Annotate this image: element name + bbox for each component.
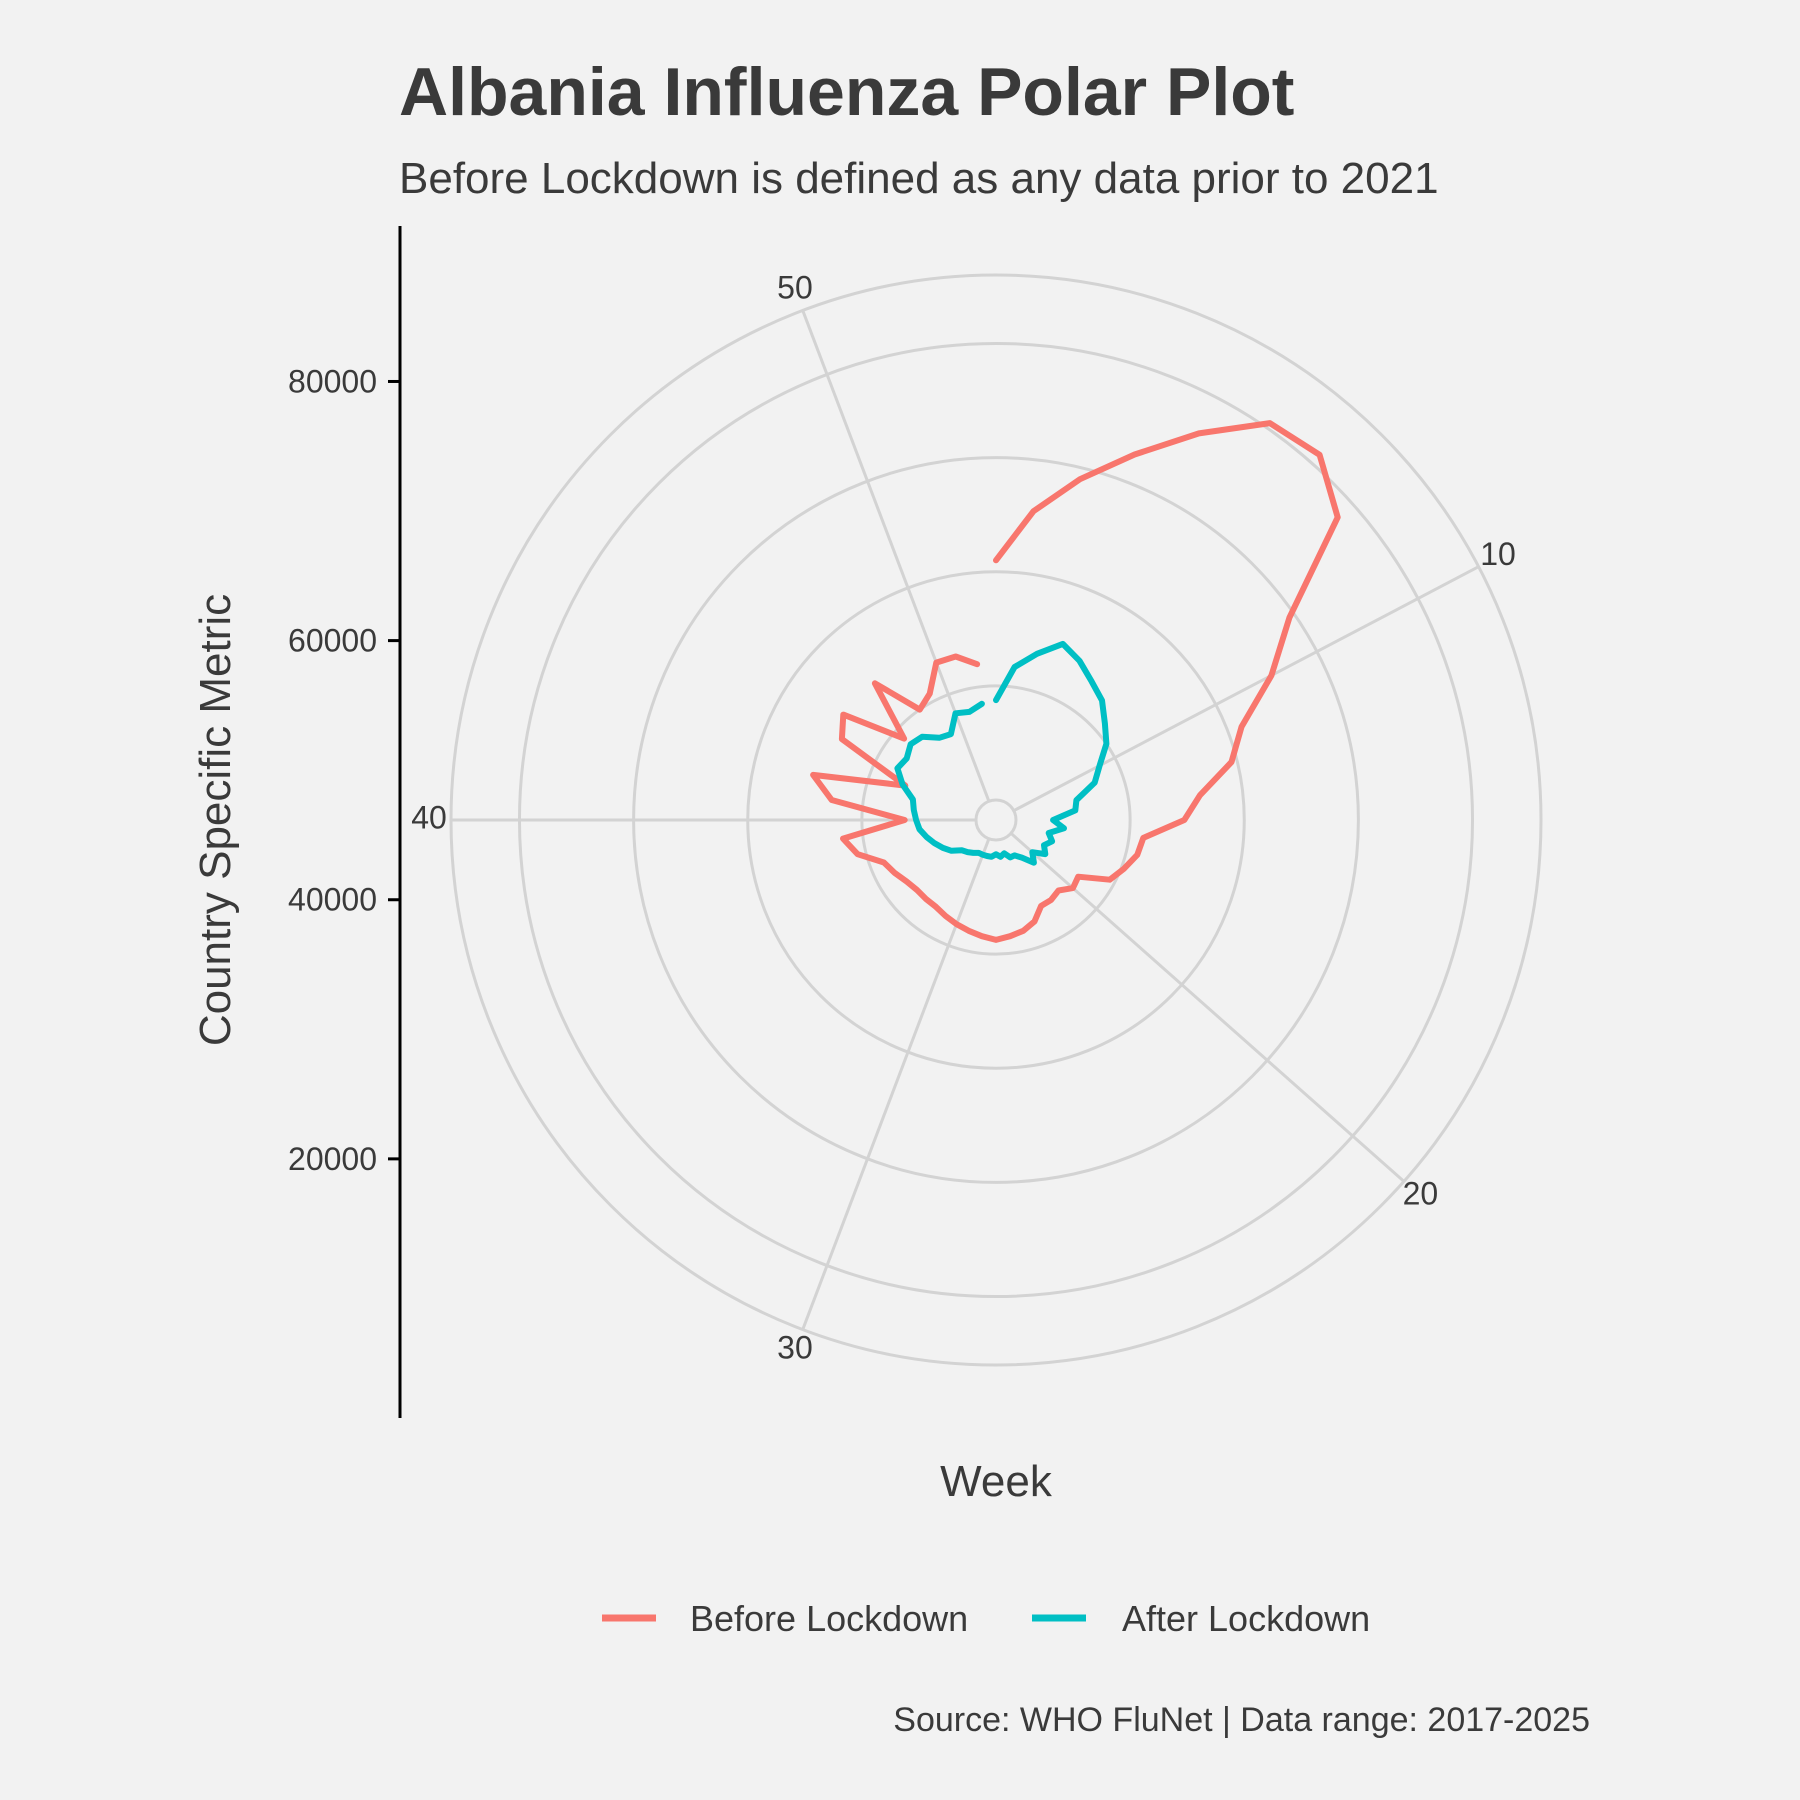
x-axis-title: Week xyxy=(940,1457,1053,1506)
x-tick-label-week-10: 10 xyxy=(1480,536,1516,572)
y-tick-label-80000: 80000 xyxy=(288,363,377,399)
grid-spoke-week-50 xyxy=(801,309,991,802)
legend-label-before-lockdown: Before Lockdown xyxy=(690,1598,968,1639)
polar-grid xyxy=(449,273,1543,1367)
x-tick-label-week-40: 40 xyxy=(411,799,447,835)
chart-caption: Source: WHO FluNet | Data range: 2017-20… xyxy=(893,1701,1590,1739)
x-tick-label-week-50: 50 xyxy=(777,269,813,305)
series-line-after-lockdown xyxy=(894,640,1110,866)
series-lines xyxy=(810,420,1341,943)
y-axis-title: Country Specific Metric xyxy=(191,594,240,1046)
x-tick-label-week-20: 20 xyxy=(1403,1175,1439,1211)
week-tick-labels: 10 20 30 40 50 xyxy=(411,269,1516,1365)
y-tick-label-20000: 20000 xyxy=(288,1141,377,1177)
grid-spoke-week-20 xyxy=(1009,832,1405,1183)
series-line-before-lockdown xyxy=(810,420,1341,943)
chart-subtitle: Before Lockdown is defined as any data p… xyxy=(399,154,1439,203)
legend-label-after-lockdown: After Lockdown xyxy=(1122,1598,1370,1639)
chart-title: Albania Influenza Polar Plot xyxy=(399,54,1294,130)
x-tick-label-week-30: 30 xyxy=(777,1330,813,1366)
y-axis-ticks: 20000 40000 60000 80000 xyxy=(288,363,400,1177)
grid-spoke-week-10 xyxy=(1013,565,1480,813)
grid-circle-origin xyxy=(974,798,1018,842)
y-tick-label-60000: 60000 xyxy=(288,623,377,659)
grid-spoke-week-30 xyxy=(801,838,991,1331)
y-tick-label-40000: 40000 xyxy=(288,882,377,918)
legend: Before Lockdown After Lockdown xyxy=(602,1598,1370,1639)
